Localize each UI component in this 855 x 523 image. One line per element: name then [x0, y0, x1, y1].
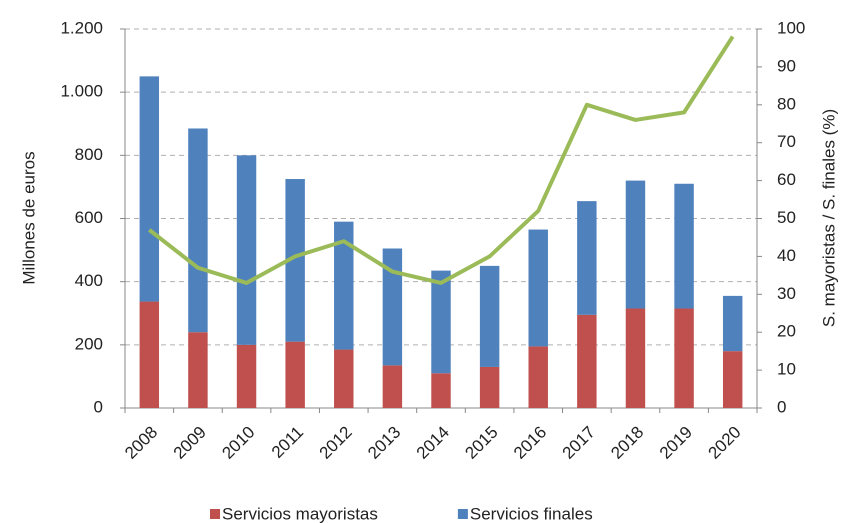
x-tick-label: 2008 — [121, 423, 161, 463]
y-tick-label: 800 — [75, 145, 103, 164]
bar — [722, 295, 743, 352]
y-tick-label: 0 — [94, 397, 103, 416]
y2-tick-label: 60 — [777, 170, 796, 189]
bar — [528, 229, 548, 347]
y2-tick-label: 80 — [777, 94, 796, 113]
bar — [625, 308, 646, 408]
y2-tick-label: 20 — [777, 322, 796, 341]
x-tick-label: 2009 — [170, 423, 210, 463]
bar — [285, 179, 305, 342]
legend-swatch — [210, 509, 220, 519]
x-tick-label: 2015 — [461, 423, 501, 463]
x-tick-label: 2017 — [559, 423, 599, 463]
x-tick-label: 2012 — [316, 423, 356, 463]
bar — [139, 76, 160, 302]
y-tick-label: 600 — [75, 208, 103, 227]
x-tick-label: 2011 — [268, 423, 307, 462]
y2-tick-label: 70 — [777, 132, 796, 151]
x-tick-label: 2019 — [656, 423, 696, 463]
bar — [479, 366, 500, 408]
bar — [722, 351, 743, 408]
legend-swatch — [457, 509, 468, 519]
bar — [188, 332, 208, 408]
bar — [188, 128, 208, 333]
bar — [577, 201, 597, 315]
x-tick-label: 2013 — [364, 423, 404, 463]
y-tick-label: 1.200 — [60, 18, 103, 37]
bar — [528, 346, 548, 408]
x-tick-label: 2018 — [607, 423, 647, 463]
bar — [382, 365, 403, 408]
legend-label: Servicios finales — [470, 504, 593, 523]
bar — [431, 270, 451, 374]
bar — [431, 373, 451, 408]
legend-label: Servicios mayoristas — [222, 504, 378, 523]
y2-tick-label: 30 — [777, 284, 796, 303]
y2-tick-label: 50 — [777, 208, 796, 227]
bar — [674, 183, 694, 309]
x-tick-label: 2020 — [705, 423, 745, 463]
y-axis-label: Millones de euros — [19, 151, 38, 284]
bar — [479, 265, 500, 367]
bar — [334, 349, 354, 408]
x-tick-label: 2016 — [510, 423, 550, 463]
y-tick-label: 1.000 — [60, 82, 103, 101]
y2-axis-label: S. mayoristas / S. finales (%) — [819, 109, 838, 327]
y2-tick-label: 10 — [777, 360, 796, 379]
x-tick-label: 2010 — [218, 423, 258, 463]
x-tick-label: 2014 — [413, 423, 453, 463]
y2-tick-label: 0 — [777, 397, 786, 416]
y2-tick-label: 40 — [777, 246, 796, 265]
line — [148, 35, 735, 285]
bar — [285, 341, 305, 408]
bar — [236, 344, 257, 408]
bar — [577, 314, 597, 408]
y-tick-label: 200 — [75, 334, 103, 353]
bar — [674, 308, 694, 408]
bar — [139, 301, 160, 408]
y2-tick-label: 90 — [777, 56, 796, 75]
bar — [334, 221, 354, 350]
y-tick-label: 400 — [75, 271, 103, 290]
y2-tick-label: 100 — [777, 18, 805, 37]
bar — [625, 180, 646, 309]
bar — [382, 248, 403, 366]
bar — [236, 155, 257, 345]
